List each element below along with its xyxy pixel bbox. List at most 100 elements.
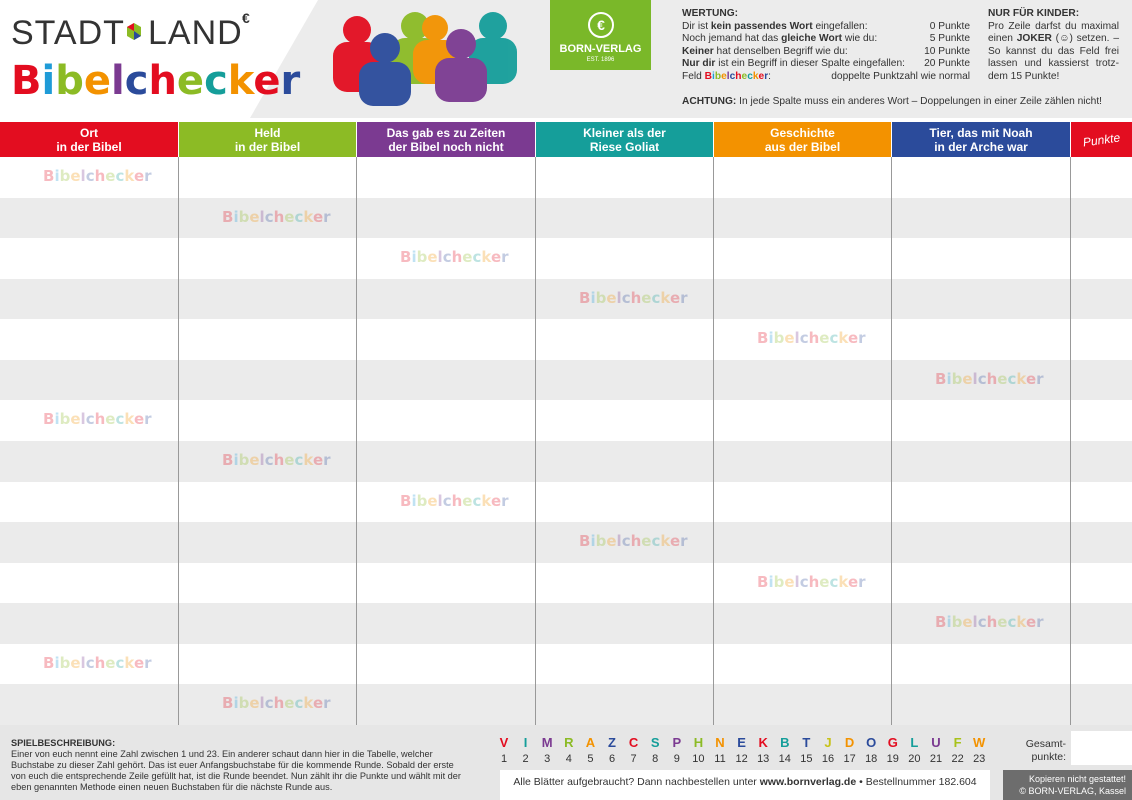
brand-letter: r <box>323 451 331 469</box>
watermark: Bibelchecker <box>43 654 152 672</box>
brand-letter: e <box>105 410 116 429</box>
watermark: Bibelchecker <box>579 289 688 307</box>
scoring: WERTUNG: Dir ist kein passendes Wort ein… <box>682 8 970 84</box>
brand-letter: h <box>630 532 642 551</box>
table-row <box>0 522 1132 563</box>
brand-letter: l <box>972 613 978 632</box>
brand-letter: c <box>264 694 274 713</box>
copyright-line: Kopieren nicht gestattet! <box>1028 774 1126 784</box>
brand-letter: e <box>962 613 973 632</box>
publisher-logo: € BORN-VERLAG EST. 1896 <box>550 0 651 70</box>
kids-text: Pro Zeile darfst du maximal einen JOKER … <box>988 21 1119 84</box>
brand-letter: r <box>1036 613 1044 632</box>
brand-letter: e <box>284 694 295 713</box>
brand-letter: e <box>819 572 830 591</box>
text-part: ist ein Begriff in dieser Spalte eingefa… <box>715 58 905 70</box>
brand-letter: c <box>747 70 753 82</box>
letter-number: 1 <box>500 753 508 765</box>
warning: ACHTUNG: In jede Spalte muss ein anderes… <box>682 96 1102 107</box>
letter-number: 10 <box>692 753 705 765</box>
brand-letter: e <box>133 653 145 672</box>
brand-letter: e <box>105 167 116 185</box>
column-header: Ort in der Bibel <box>0 122 178 157</box>
brand-letter: i <box>233 451 239 469</box>
watermark: Bibelchecker <box>935 613 1044 631</box>
letter: W <box>973 735 986 750</box>
brand-letter: i <box>946 613 952 632</box>
brand-letter: B <box>579 288 591 307</box>
watermark: Bibelchecker <box>222 451 331 469</box>
letter-number: 18 <box>865 753 878 765</box>
text-part: eingefallen: <box>812 20 868 32</box>
letter-number: 23 <box>973 753 986 765</box>
brand-letter: i <box>411 248 417 267</box>
brand-letter: h <box>94 167 106 185</box>
brand-letter: B <box>222 451 234 469</box>
text-part: hat denselben Begriff wie du: <box>713 45 848 57</box>
letter: A <box>585 735 596 750</box>
column-header: Held in der Bibel <box>179 122 356 157</box>
brand-letter: h <box>630 288 642 307</box>
publisher-est: EST. 1896 <box>586 57 615 63</box>
brand-letter: c <box>294 207 304 226</box>
text-part: Pro Zeile darfst du maximal einen <box>988 20 1119 45</box>
scoring-text: Nur dir ist ein Begriff in dieser Spalte… <box>682 58 905 71</box>
brand-letter: l <box>80 167 86 185</box>
brand-letter: e <box>70 410 81 429</box>
brand-letter: b <box>773 572 785 591</box>
total-label: Gesamt- punkte: <box>1010 738 1066 764</box>
brand-letter: b <box>59 653 71 672</box>
brand-letter: b <box>238 451 250 469</box>
brand-letter: e <box>741 70 748 82</box>
brand-letter: e <box>1025 369 1037 388</box>
scoring-points: 0 Punkte <box>929 20 970 32</box>
brand-letter: c <box>799 329 809 348</box>
brand-letter: k <box>838 329 848 348</box>
brand-letter: l <box>972 369 978 388</box>
letter: G <box>887 735 898 750</box>
brand-letter: h <box>273 451 285 469</box>
brand-letter: k <box>303 694 313 713</box>
brand-letter: e <box>253 58 281 104</box>
brand-letter: c <box>1007 613 1017 632</box>
brand-letter: l <box>259 694 265 713</box>
brand-letter: c <box>294 451 304 469</box>
letter-number: 16 <box>821 753 835 765</box>
brand-letter: e <box>784 329 795 348</box>
brand-letter: r <box>764 70 769 82</box>
brand-letter: i <box>54 410 60 429</box>
brand-letter: h <box>986 369 998 388</box>
brand-letter: r <box>680 288 688 307</box>
table-row <box>0 157 1132 198</box>
brand-letter: c <box>115 410 125 429</box>
scoring-points: doppelte Punktzahl wie normal <box>831 70 970 82</box>
logo-backdrop <box>0 0 318 118</box>
text-part: JOKER <box>1016 33 1052 45</box>
brand-letter: i <box>590 532 596 551</box>
brand-letter: e <box>70 167 81 185</box>
letter: E <box>737 735 746 750</box>
watermark: Bibelchecker <box>400 248 509 266</box>
brand-letter: c <box>115 167 125 185</box>
column-header: Geschichte aus der Bibel <box>714 122 891 157</box>
brand-letter: c <box>799 572 809 591</box>
brand-letter: r <box>144 167 152 185</box>
table-row <box>0 481 1132 523</box>
brand-letter: e <box>641 532 652 551</box>
brand-letter: h <box>148 58 177 104</box>
column-divider <box>356 157 357 725</box>
letter: U <box>931 735 941 750</box>
brand-letter: e <box>133 167 145 185</box>
total-field[interactable] <box>1071 731 1132 765</box>
brand-letter: h <box>451 248 463 267</box>
brand-letter: b <box>238 207 250 226</box>
column-header-line: Das gab es zu Zeiten <box>386 125 506 140</box>
scoring-text: Keiner hat denselben Begriff wie du: <box>682 46 848 59</box>
brand-letter: c <box>442 248 452 267</box>
brand-letter: r <box>280 58 301 104</box>
letter-number: 14 <box>778 753 791 765</box>
watermark: Bibelchecker <box>579 532 688 550</box>
brand-letter: c <box>442 491 452 510</box>
letter-number: 6 <box>608 753 616 765</box>
brand-letter: b <box>59 410 71 429</box>
